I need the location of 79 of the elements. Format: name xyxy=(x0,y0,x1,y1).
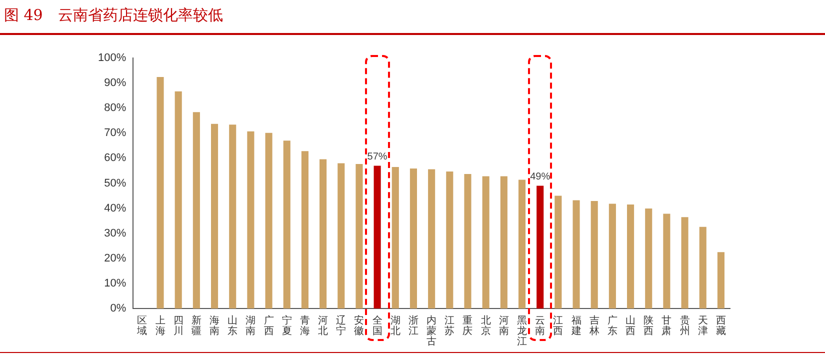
x-tick-label: 天津 xyxy=(698,315,708,337)
x-tick-label: 湖南 xyxy=(246,314,256,337)
x-tick-label: 江苏 xyxy=(444,314,455,337)
y-tick-label: 60% xyxy=(104,152,126,164)
bar xyxy=(608,204,616,308)
bar xyxy=(590,201,598,308)
bar xyxy=(681,217,688,308)
x-tick-label: 山西 xyxy=(626,314,636,337)
x-tick-label: 全国 xyxy=(372,314,382,337)
y-tick-label: 10% xyxy=(104,277,126,290)
bar xyxy=(428,169,436,308)
x-tick-label: 福建 xyxy=(570,314,582,337)
bar xyxy=(464,174,472,308)
bar xyxy=(572,200,580,308)
bar xyxy=(410,168,418,308)
bar xyxy=(500,176,508,308)
bar xyxy=(717,252,724,308)
bar xyxy=(626,204,634,308)
y-tick-label: 70% xyxy=(104,127,126,140)
bar xyxy=(174,91,182,308)
bar xyxy=(247,131,254,308)
y-tick-label: 30% xyxy=(104,227,126,240)
bar xyxy=(699,226,706,308)
x-tick-label: 安徽 xyxy=(354,314,364,337)
bar xyxy=(301,151,308,308)
y-tick-label: 100% xyxy=(98,52,126,64)
y-tick-label: 90% xyxy=(104,77,126,90)
x-tick-label: 陕西 xyxy=(644,314,654,337)
x-tick-label: 北京 xyxy=(480,314,491,337)
bar xyxy=(283,140,290,308)
bar xyxy=(338,163,345,308)
x-tick-label: 河南 xyxy=(498,314,509,337)
y-tick-label: 0% xyxy=(110,302,126,315)
bar xyxy=(229,124,236,308)
x-tick-label: 甘肃 xyxy=(662,314,672,337)
x-tick-label: 山东 xyxy=(228,314,238,337)
bar xyxy=(554,196,562,308)
x-tick-label: 广西 xyxy=(264,314,274,337)
bar xyxy=(645,208,652,308)
x-tick-label: 江西 xyxy=(553,314,564,337)
x-tick-label: 广东 xyxy=(607,314,618,337)
x-tick-label: 黑龙江 xyxy=(517,315,527,348)
x-tick-label: 青海 xyxy=(300,314,310,337)
y-tick-label: 20% xyxy=(104,252,126,264)
data-label: 49% xyxy=(530,172,550,183)
x-tick-label: 浙江 xyxy=(408,314,418,337)
bar xyxy=(374,166,381,308)
bar xyxy=(320,159,327,308)
bar xyxy=(192,112,200,308)
x-tick-label: 重庆 xyxy=(462,314,473,337)
x-tick-label: 西藏 xyxy=(716,315,726,337)
bar xyxy=(518,180,526,308)
x-tick-label: 云南 xyxy=(535,315,546,337)
x-tick-label: 贵州 xyxy=(680,314,690,337)
x-tick-label: 吉林 xyxy=(588,314,600,337)
x-tick-label: 区域 xyxy=(136,315,148,337)
x-tick-label: 新疆 xyxy=(191,314,202,337)
y-tick-label: 80% xyxy=(104,102,126,114)
data-label: 57% xyxy=(367,151,388,162)
x-tick-label: 辽宁 xyxy=(336,314,346,337)
bar xyxy=(482,176,490,308)
x-tick-label: 河北 xyxy=(318,314,328,337)
x-tick-label: 上海 xyxy=(155,314,166,337)
chart-title: 图 49 云南省药店连锁化率较低 xyxy=(4,6,223,25)
x-tick-label: 内蒙古 xyxy=(426,314,437,348)
bar xyxy=(265,132,272,308)
bar xyxy=(156,77,164,308)
bar xyxy=(356,164,363,308)
bar xyxy=(211,124,218,308)
y-tick-label: 50% xyxy=(104,177,126,190)
bar xyxy=(446,171,454,308)
x-tick-label: 湖北 xyxy=(390,314,400,337)
bar xyxy=(392,166,399,308)
x-tick-label: 四川 xyxy=(173,315,184,337)
bar xyxy=(663,214,670,308)
y-tick-label: 40% xyxy=(104,202,126,214)
x-tick-label: 海南 xyxy=(210,314,220,337)
x-tick-label: 宁夏 xyxy=(282,314,292,337)
bar xyxy=(536,186,544,308)
